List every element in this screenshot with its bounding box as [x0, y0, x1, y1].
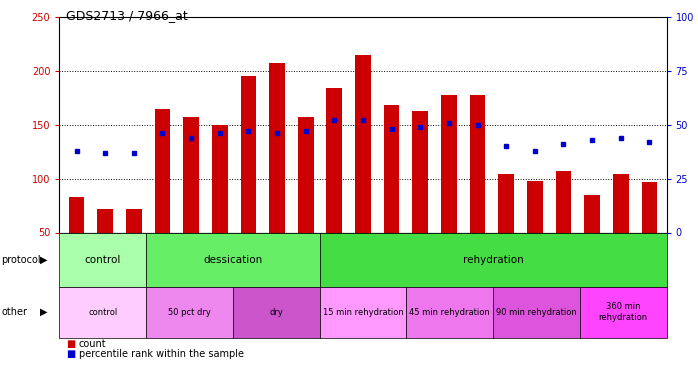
Bar — [241, 76, 256, 232]
Bar — [413, 111, 428, 232]
Text: other: other — [1, 307, 27, 317]
Text: 90 min rehydration: 90 min rehydration — [496, 308, 577, 316]
Text: protocol: protocol — [1, 255, 41, 265]
Text: control: control — [88, 308, 117, 316]
Bar — [641, 182, 658, 232]
Bar — [126, 209, 142, 232]
Bar — [355, 55, 371, 232]
Text: ▶: ▶ — [40, 307, 47, 317]
Text: 15 min rehydration: 15 min rehydration — [322, 308, 403, 316]
Text: dessication: dessication — [203, 255, 262, 265]
Text: ▶: ▶ — [40, 255, 47, 265]
Bar — [441, 94, 456, 232]
Text: ■: ■ — [66, 339, 75, 349]
Bar — [327, 88, 342, 232]
Bar — [68, 197, 84, 232]
Bar — [183, 117, 199, 232]
Bar — [298, 117, 313, 232]
Bar — [269, 63, 285, 232]
Bar — [498, 174, 514, 232]
Bar — [527, 181, 543, 232]
Bar — [470, 94, 485, 232]
Bar — [212, 124, 228, 232]
Text: percentile rank within the sample: percentile rank within the sample — [79, 350, 244, 359]
Bar — [154, 108, 170, 232]
Bar — [556, 171, 572, 232]
Text: count: count — [79, 339, 107, 349]
Text: dry: dry — [269, 308, 283, 316]
Text: GDS2713 / 7966_at: GDS2713 / 7966_at — [66, 9, 188, 22]
Text: control: control — [84, 255, 121, 265]
Text: rehydration: rehydration — [463, 255, 524, 265]
Text: ■: ■ — [66, 350, 75, 359]
Bar — [613, 174, 629, 232]
Text: 45 min rehydration: 45 min rehydration — [409, 308, 490, 316]
Bar — [384, 105, 399, 232]
Text: 360 min
rehydration: 360 min rehydration — [599, 303, 648, 322]
Text: 50 pct dry: 50 pct dry — [168, 308, 211, 316]
Bar — [584, 195, 600, 232]
Bar — [97, 209, 113, 232]
